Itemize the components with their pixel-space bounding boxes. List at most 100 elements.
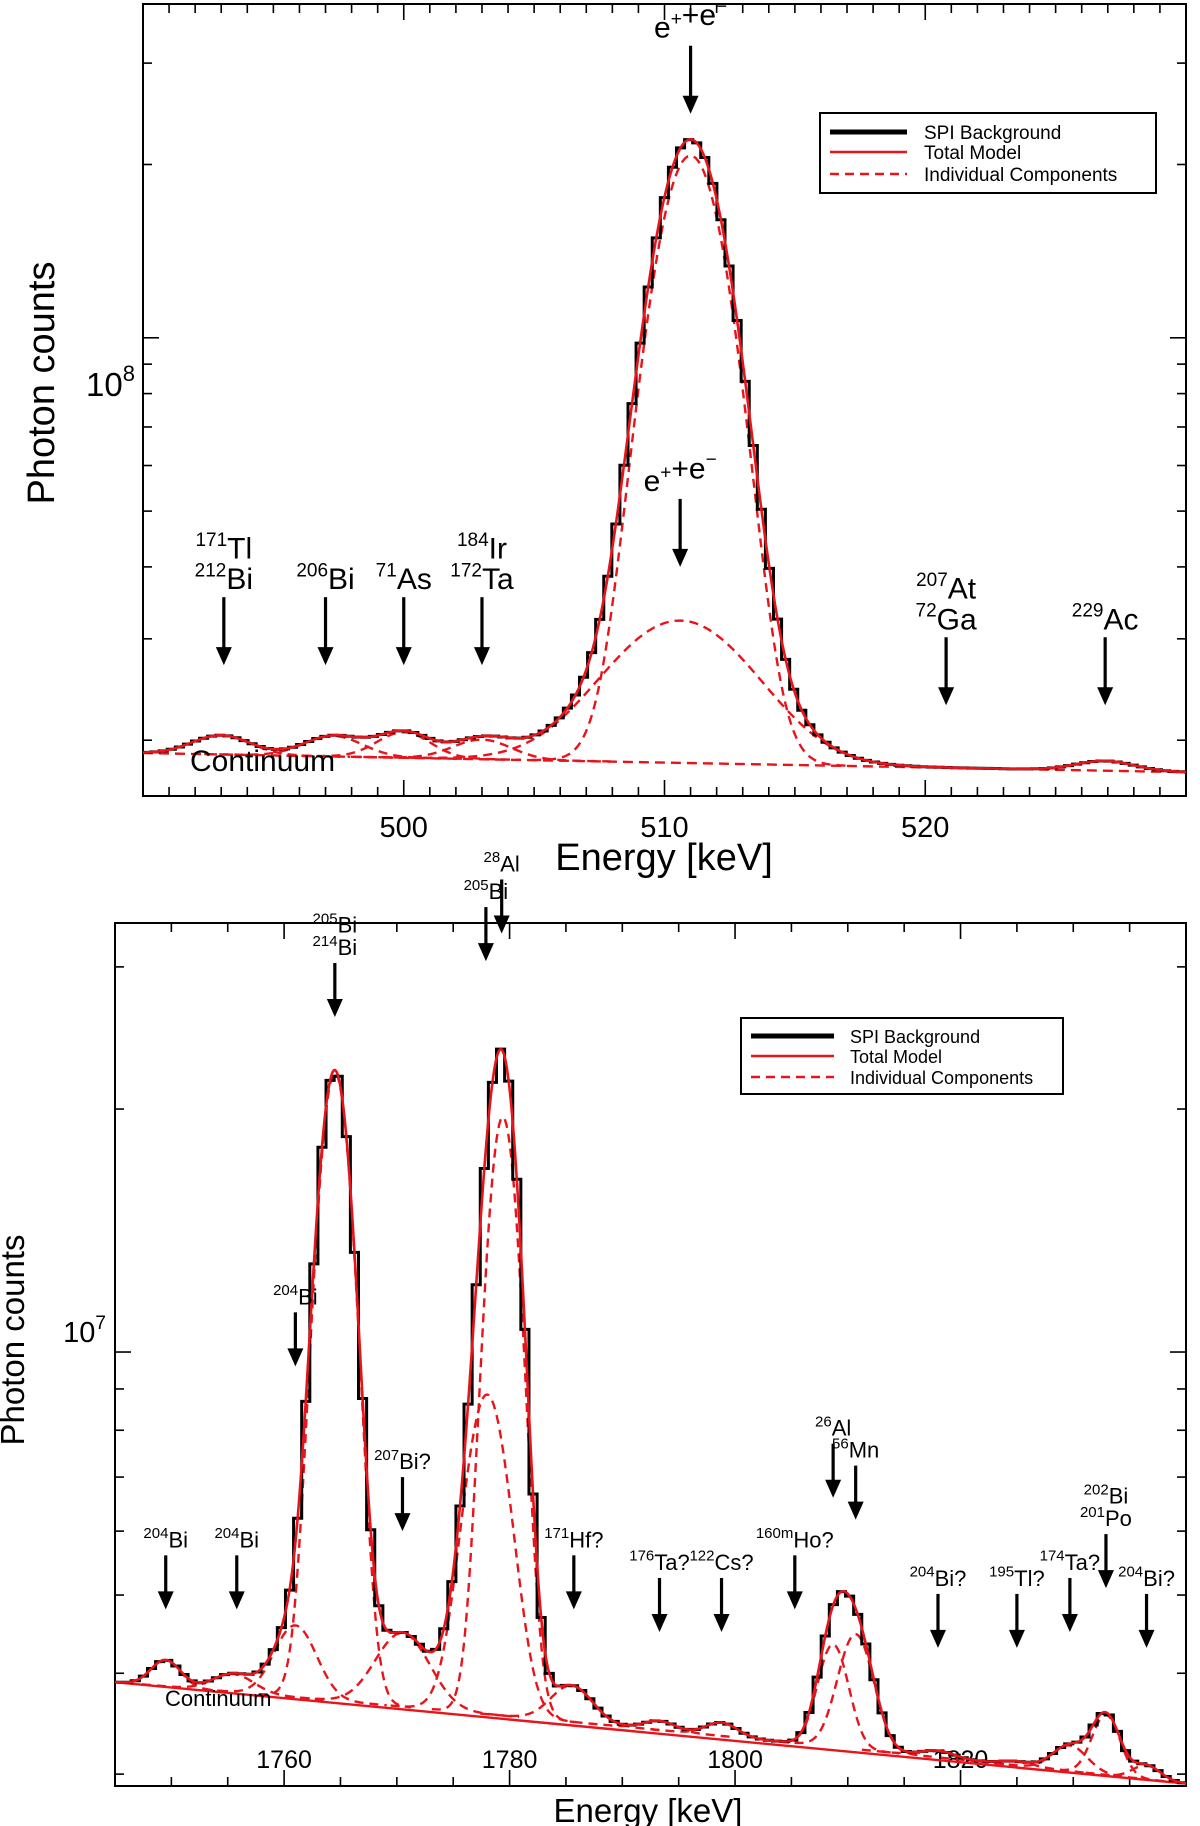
bottom-component-5 [390, 1393, 584, 1725]
top-total-model-line [143, 138, 1186, 774]
annotation-label: 26Al [815, 1413, 851, 1440]
bottom-annotation-15: 174Ta? [1040, 1548, 1101, 1632]
annotation-label: 171Tl [195, 530, 252, 566]
annotation-arrow-head [395, 647, 412, 666]
annotation-arrow-head [929, 1629, 946, 1648]
top-curves-clip [143, 138, 1186, 774]
bottom-x-tick-label: 1800 [707, 1746, 763, 1774]
annotation-label: 205Bi [313, 910, 358, 937]
top-annotation-2: 71As [376, 561, 432, 666]
annotation-arrow-head [1138, 1629, 1155, 1648]
annotation-label: 202Bi [1084, 1481, 1129, 1508]
bottom-continuum-line [115, 1680, 1186, 1785]
bottom-annotation-9: 122Cs? [689, 1548, 754, 1632]
annotation-label: 204Bi [273, 1282, 318, 1309]
bottom-component-8 [588, 1719, 731, 1739]
top-legend-label-total-model: Total Model [924, 143, 1021, 164]
bottom-annotation-17: 204Bi? [1118, 1564, 1175, 1648]
bottom-axis-ticks [114, 923, 1187, 1786]
bottom-component-6 [431, 1115, 574, 1724]
top-legend-label-components: Individual Components [924, 165, 1117, 186]
annotation-label: 201Po [1080, 1504, 1132, 1531]
bottom-annotation-11: 26Al [815, 1413, 851, 1498]
bottom-component-11 [779, 1632, 932, 1758]
annotation-arrow-head [215, 647, 232, 666]
bottom-y-axis-label: Photon counts [0, 1235, 31, 1446]
annotation-label: 71As [376, 561, 432, 597]
bottom-legend-label-background: SPI Background [850, 1027, 980, 1047]
annotation-arrow-head [1061, 1613, 1078, 1632]
bottom-legend-label-total-model: Total Model [850, 1047, 942, 1067]
annotation-arrow-head [493, 915, 510, 934]
bottom-annotation-4: 207Bi? [374, 1447, 431, 1532]
bottom-annotation-14: 195Tl? [989, 1564, 1045, 1648]
annotation-label: 207At [916, 570, 977, 606]
bottom-annotation-13: 204Bi? [910, 1564, 967, 1648]
annotation-arrow-head [317, 647, 334, 666]
annotation-label: 28Al [484, 849, 520, 876]
annotation-label: 184Ir [457, 530, 507, 566]
top-component-5 [363, 619, 997, 770]
annotation-label: 204Bi? [1118, 1564, 1175, 1591]
bottom-annotation-1: 204Bi [214, 1525, 259, 1610]
annotation-arrow-head [786, 1591, 803, 1610]
bottom-x-tick-label: 1780 [482, 1746, 538, 1774]
bottom-annotations: 204Bi 204Bi204Bi205Bi214Bi207Bi?205Bi28Al… [143, 849, 1175, 1648]
bottom-y-tick-label: 107 [63, 1313, 106, 1349]
bottom-plot-frame [114, 922, 1187, 1787]
top-annotation-5: e++e− [644, 450, 717, 567]
annotation-arrow-head [672, 548, 689, 567]
annotation-label: 206Bi [296, 561, 354, 597]
annotation-label: 214Bi [313, 933, 358, 960]
annotation-label: 212Bi [195, 561, 253, 597]
top-x-tick-label: 510 [640, 812, 688, 844]
top-axis-ticks [142, 4, 1187, 796]
annotation-arrow-head [565, 1591, 582, 1610]
annotation-arrow-head [477, 943, 494, 962]
annotation-label: 207Bi? [374, 1447, 431, 1474]
annotation-arrow-head [713, 1613, 730, 1632]
bottom-legend-label-components: Individual Components [850, 1068, 1033, 1088]
bottom-continuum-label: Continuum [165, 1686, 271, 1711]
top-x-axis-label: Energy [keV] [555, 837, 773, 879]
bottom-annotation-2: 204Bi [273, 1282, 318, 1367]
annotation-arrow-head [1097, 687, 1114, 706]
annotation-arrow-head [1097, 1570, 1114, 1589]
bottom-annotation-5: 205Bi [464, 877, 508, 962]
top-x-tick-label: 500 [380, 812, 428, 844]
annotation-label: 229Ac [1072, 601, 1139, 637]
annotation-label: 204Bi [143, 1525, 188, 1552]
annotation-label: 72Ga [916, 601, 977, 637]
annotation-label: 174Ta? [1040, 1548, 1101, 1575]
bottom-annotation-8: 176Ta? [629, 1548, 690, 1632]
annotation-label: 176Ta? [629, 1548, 690, 1575]
annotation-label: 195Tl? [989, 1564, 1045, 1591]
annotation-label: 56Mn [832, 1435, 879, 1462]
bottom-curves [115, 1047, 1186, 1785]
bottom-component-3 [258, 1071, 412, 1709]
top-y-tick-label: 108 [86, 361, 135, 403]
top-annotation-7: 229Ac [1072, 601, 1139, 706]
top-legend: SPI Background Total Model Individual Co… [819, 112, 1157, 194]
top-component-4 [532, 154, 850, 767]
annotation-arrow-head [682, 95, 699, 114]
top-annotation-4: e++e− [654, 0, 727, 114]
bottom-component-7 [480, 1684, 664, 1732]
bottom-curves-clip [115, 1047, 1186, 1785]
bottom-annotation-6: 28Al [484, 849, 520, 934]
annotation-label: 204Bi [214, 1525, 259, 1552]
bottom-component-4 [285, 1631, 520, 1719]
annotation-arrow-head [394, 1513, 411, 1532]
top-y-axis-label: Photon counts [21, 262, 63, 505]
annotation-arrow-head [326, 999, 343, 1018]
bottom-panel: 1760 1780 1800 1820 204Bi 204Bi204Bi205Bi214… [0, 849, 1187, 1826]
annotation-label: 204Bi? [910, 1564, 967, 1591]
annotation-label: 172Ta [450, 561, 514, 597]
